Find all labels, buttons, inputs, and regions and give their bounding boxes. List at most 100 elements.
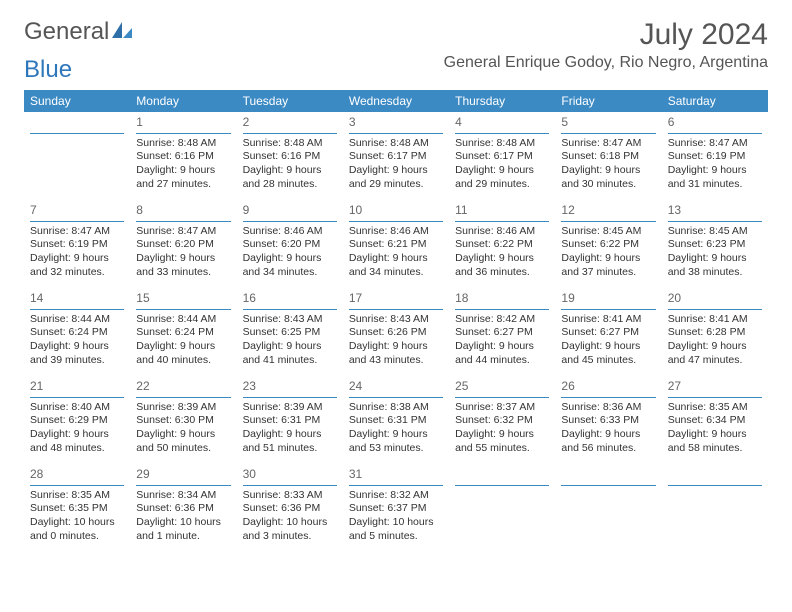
day-number: 23 [243,379,337,398]
calendar-cell: 17Sunrise: 8:43 AMSunset: 6:26 PMDayligh… [343,288,449,376]
sunrise-text: Sunrise: 8:33 AM [243,489,323,501]
calendar-body: 1Sunrise: 8:48 AMSunset: 6:16 PMDaylight… [24,112,768,552]
sunrise-text: Sunrise: 8:45 AM [668,225,748,237]
day-number: 28 [30,467,124,486]
sunset-text: Sunset: 6:19 PM [30,238,108,250]
day-number [561,467,655,486]
sunset-text: Sunset: 6:27 PM [455,326,533,338]
calendar-cell [449,464,555,552]
daylight-text: Daylight: 9 hours and 51 minutes. [243,428,322,454]
sunset-text: Sunset: 6:30 PM [136,414,214,426]
daylight-text: Daylight: 9 hours and 58 minutes. [668,428,747,454]
month-title: July 2024 [444,18,768,52]
calendar-cell: 25Sunrise: 8:37 AMSunset: 6:32 PMDayligh… [449,376,555,464]
sunrise-text: Sunrise: 8:48 AM [243,137,323,149]
day-number [30,115,124,134]
logo: General [24,18,133,46]
sunrise-text: Sunrise: 8:43 AM [243,313,323,325]
day-details: Sunrise: 8:43 AMSunset: 6:25 PMDaylight:… [243,313,337,368]
day-number: 3 [349,115,443,134]
calendar-cell: 31Sunrise: 8:32 AMSunset: 6:37 PMDayligh… [343,464,449,552]
calendar-row: 7 Sunrise: 8:47 AMSunset: 6:19 PMDaylight… [24,200,768,288]
daylight-text: Daylight: 9 hours and 55 minutes. [455,428,534,454]
calendar-cell: 11 Sunrise: 8:46 AMSunset: 6:22 PMDayligh… [449,200,555,288]
sunset-text: Sunset: 6:22 PM [455,238,533,250]
weekday-header: Wednesday [343,90,449,112]
calendar-cell [662,464,768,552]
calendar-cell [555,464,661,552]
calendar-cell: 2Sunrise: 8:48 AMSunset: 6:16 PMDaylight… [237,112,343,200]
calendar-cell: 28 Sunrise: 8:35 AMSunset: 6:35 PMDayligh… [24,464,130,552]
calendar-cell: 13Sunrise: 8:45 AMSunset: 6:23 PMDayligh… [662,200,768,288]
sunrise-text: Sunrise: 8:42 AM [455,313,535,325]
calendar-cell: 29Sunrise: 8:34 AMSunset: 6:36 PMDayligh… [130,464,236,552]
day-details: Sunrise: 8:35 AMSunset: 6:35 PMDaylight:… [30,489,124,544]
day-number [455,467,549,486]
daylight-text: Daylight: 9 hours and 40 minutes. [136,340,215,366]
day-number: 24 [349,379,443,398]
sunrise-text: Sunrise: 8:48 AM [455,137,535,149]
sunrise-text: Sunrise: 8:34 AM [136,489,216,501]
sunset-text: Sunset: 6:24 PM [30,326,108,338]
day-number: 11 [455,203,549,222]
sunset-text: Sunset: 6:27 PM [561,326,639,338]
day-details: Sunrise: 8:42 AMSunset: 6:27 PM Daylight:… [455,313,549,368]
sunrise-text: Sunrise: 8:41 AM [668,313,748,325]
day-number: 17 [349,291,443,310]
day-details: Sunrise: 8:46 AMSunset: 6:22 PMDaylight:… [455,225,549,280]
sunset-text: Sunset: 6:16 PM [136,150,214,162]
daylight-text: Daylight: 9 hours and 44 minutes. [455,340,534,366]
day-details: Sunrise: 8:38 AMSunset: 6:31 PMDaylight:… [349,401,443,456]
weekday-header: Monday [130,90,236,112]
day-number: 4 [455,115,549,134]
sunrise-text: Sunrise: 8:46 AM [455,225,535,237]
sunset-text: Sunset: 6:28 PM [668,326,746,338]
sunset-text: Sunset: 6:36 PM [243,502,321,514]
day-details: Sunrise: 8:34 AMSunset: 6:36 PMDaylight:… [136,489,230,544]
calendar-cell: 9Sunrise: 8:46 AMSunset: 6:20 PMDaylight… [237,200,343,288]
calendar-cell: 18 Sunrise: 8:42 AMSunset: 6:27 PM Dayligh… [449,288,555,376]
daylight-text: Daylight: 10 hours and 0 minutes. [30,516,115,542]
daylight-text: Daylight: 9 hours and 31 minutes. [668,164,747,190]
day-number: 16 [243,291,337,310]
day-number: 20 [668,291,762,310]
logo-word1: General [24,18,109,46]
sunset-text: Sunset: 6:21 PM [349,238,427,250]
sunset-text: Sunset: 6:29 PM [30,414,108,426]
calendar-cell: 3Sunrise: 8:48 AMSunset: 6:17 PMDaylight… [343,112,449,200]
weekday-header: Thursday [449,90,555,112]
sunrise-text: Sunrise: 8:36 AM [561,401,641,413]
day-number: 2 [243,115,337,134]
calendar-cell: 7 Sunrise: 8:47 AMSunset: 6:19 PMDaylight… [24,200,130,288]
sunset-text: Sunset: 6:19 PM [668,150,746,162]
weekday-header: Sunday [24,90,130,112]
sunrise-text: Sunrise: 8:39 AM [136,401,216,413]
daylight-text: Daylight: 9 hours and 47 minutes. [668,340,747,366]
daylight-text: Daylight: 9 hours and 45 minutes. [561,340,640,366]
calendar-cell: 27Sunrise: 8:35 AMSunset: 6:34 PMDayligh… [662,376,768,464]
calendar-cell: 22Sunrise: 8:39 AMSunset: 6:30 PMDayligh… [130,376,236,464]
sunset-text: Sunset: 6:20 PM [243,238,321,250]
weekday-header: Saturday [662,90,768,112]
sunrise-text: Sunrise: 8:39 AM [243,401,323,413]
day-details: Sunrise: 8:47 AMSunset: 6:20 PMDaylight:… [136,225,230,280]
sunset-text: Sunset: 6:17 PM [455,150,533,162]
sunset-text: Sunset: 6:24 PM [136,326,214,338]
day-details: Sunrise: 8:47 AMSunset: 6:19 PMDaylight:… [30,225,124,280]
day-number: 18 [455,291,549,310]
day-number: 30 [243,467,337,486]
daylight-text: Daylight: 9 hours and 50 minutes. [136,428,215,454]
sunrise-text: Sunrise: 8:35 AM [30,489,110,501]
day-number: 13 [668,203,762,222]
sunrise-text: Sunrise: 8:40 AM [30,401,110,413]
calendar-cell: 5Sunrise: 8:47 AMSunset: 6:18 PMDaylight… [555,112,661,200]
daylight-text: Daylight: 9 hours and 32 minutes. [30,252,109,278]
daylight-text: Daylight: 9 hours and 56 minutes. [561,428,640,454]
daylight-text: Daylight: 10 hours and 5 minutes. [349,516,434,542]
daylight-text: Daylight: 10 hours and 3 minutes. [243,516,328,542]
day-number: 7 [30,203,124,222]
sunset-text: Sunset: 6:25 PM [243,326,321,338]
daylight-text: Daylight: 10 hours and 1 minute. [136,516,221,542]
day-details: Sunrise: 8:39 AMSunset: 6:30 PM Daylight:… [136,401,230,456]
sunset-text: Sunset: 6:23 PM [668,238,746,250]
